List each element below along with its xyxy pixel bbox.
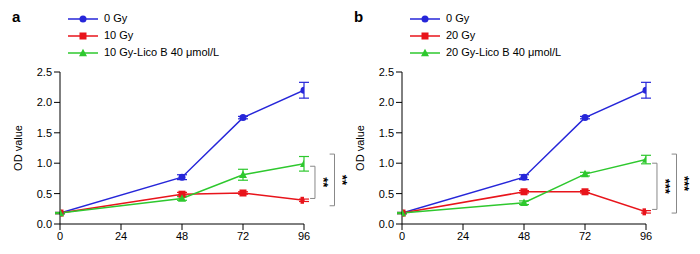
svg-text:48: 48: [176, 230, 188, 242]
svg-text:0.0: 0.0: [37, 218, 52, 230]
svg-text:OD value: OD value: [12, 125, 24, 171]
svg-text:OD value: OD value: [354, 125, 366, 171]
svg-text:0.0: 0.0: [379, 218, 394, 230]
svg-text:**: **: [335, 175, 350, 186]
html-text:0 Gy: 0 Gy: [104, 12, 128, 24]
svg-text:2.0: 2.0: [37, 96, 52, 108]
html-text:a: a: [12, 8, 21, 25]
svg-text:24: 24: [457, 230, 469, 242]
svg-text:48: 48: [518, 230, 530, 242]
html-text:20 Gy-Lico B 40 μmol/L: 20 Gy-Lico B 40 μmol/L: [446, 46, 562, 58]
svg-text:1.0: 1.0: [37, 157, 52, 169]
svg-text:1.5: 1.5: [37, 127, 52, 139]
html-text:0 Gy: 0 Gy: [446, 12, 470, 24]
svg-text:0: 0: [57, 230, 63, 242]
svg-text:72: 72: [237, 230, 249, 242]
html-text:b: b: [354, 8, 364, 25]
svg-text:96: 96: [298, 230, 310, 242]
svg-text:1.0: 1.0: [379, 157, 394, 169]
svg-text:1.5: 1.5: [379, 127, 394, 139]
svg-text:**: **: [316, 177, 331, 188]
svg-text:2.5: 2.5: [379, 66, 394, 78]
svg-text:0.5: 0.5: [37, 188, 52, 200]
svg-text:2.0: 2.0: [379, 96, 394, 108]
html-text:20 Gy: 20 Gy: [446, 29, 476, 41]
svg-text:***: ***: [658, 179, 673, 195]
svg-text:0.5: 0.5: [379, 188, 394, 200]
svg-text:2.5: 2.5: [37, 66, 52, 78]
html-text:10 Gy-Lico B 40 μmol/L: 10 Gy-Lico B 40 μmol/L: [104, 46, 220, 58]
svg-text:24: 24: [115, 230, 127, 242]
svg-text:96: 96: [640, 230, 652, 242]
html-text:10 Gy: 10 Gy: [104, 29, 134, 41]
svg-text:0: 0: [399, 230, 405, 242]
svg-text:***: ***: [677, 176, 692, 192]
svg-text:72: 72: [579, 230, 591, 242]
